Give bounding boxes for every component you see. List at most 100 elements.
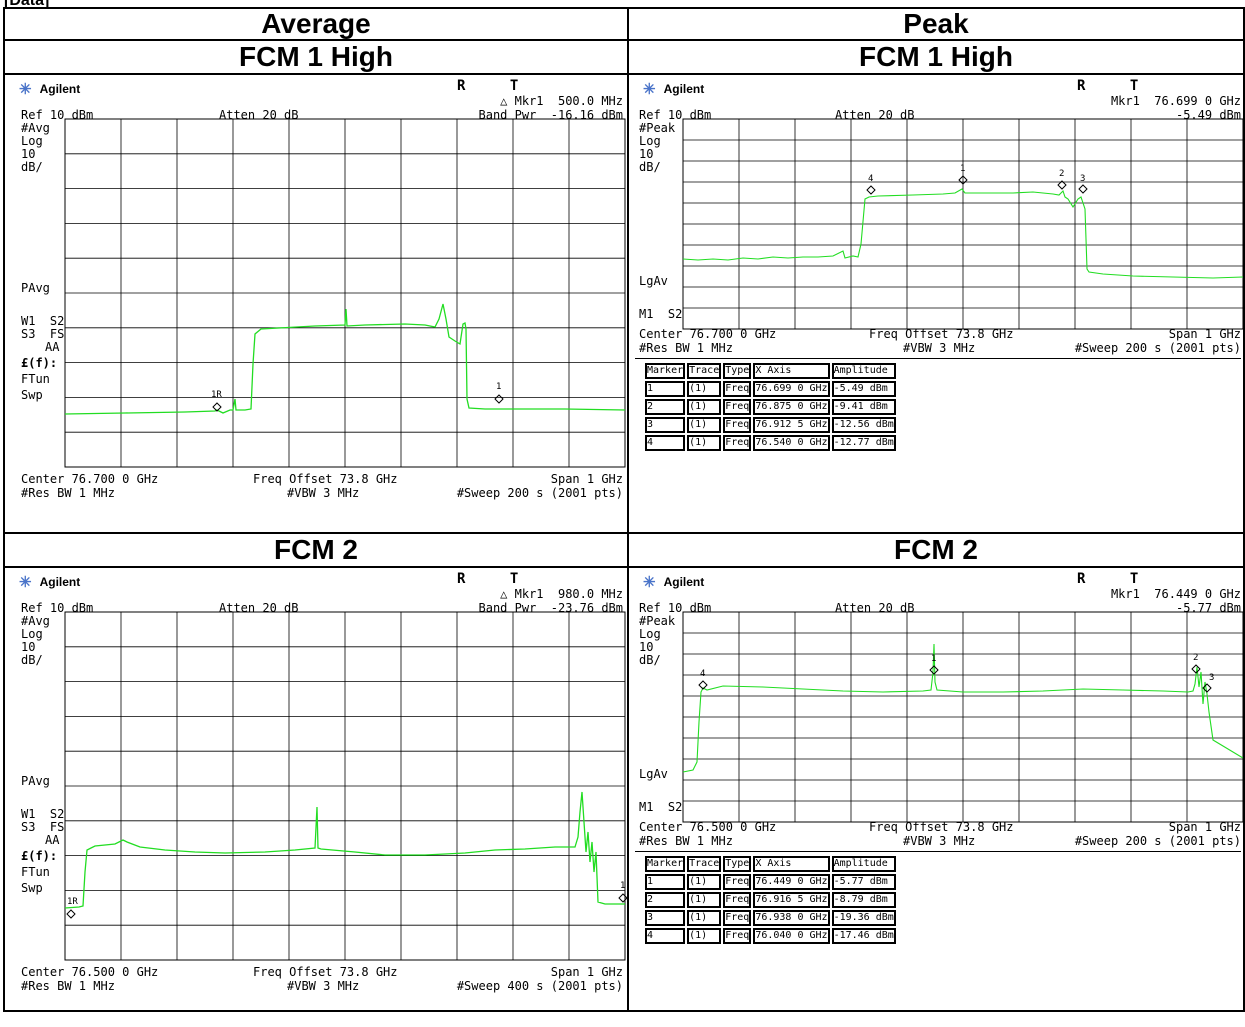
marker-readout: Mkr1 76.449 0 GHz bbox=[1110, 587, 1241, 601]
agilent-star-icon: ✳ bbox=[643, 81, 656, 98]
s3fs-label: S3 FS bbox=[21, 327, 65, 341]
ftun-label: FTun bbox=[21, 372, 50, 386]
agilent-logo: ✳ Agilent bbox=[643, 81, 705, 98]
sweep: #Sweep 400 s (2001 pts) bbox=[456, 979, 623, 993]
detector-mode: #Peak bbox=[639, 614, 676, 628]
marker-amplitude: -5.49 dBm bbox=[1175, 108, 1241, 122]
scale-div: 10 bbox=[639, 147, 654, 161]
marker-2-label: 2 bbox=[1193, 653, 1198, 663]
span: Span 1 GHz bbox=[1168, 327, 1241, 341]
ftun-label: FTun bbox=[21, 865, 50, 879]
scale-log: Log bbox=[639, 134, 661, 148]
res-bw: #Res BW 1 MHz bbox=[21, 486, 115, 500]
agilent-star-icon: ✳ bbox=[643, 574, 656, 591]
swp-label: Swp bbox=[21, 881, 43, 895]
marker-1-label: 1 bbox=[931, 654, 936, 664]
aa-label: AA bbox=[45, 833, 60, 847]
marker-row: 4 (1) Freq 76.540 0 GHz -12.77 dBm bbox=[645, 435, 896, 451]
marker-table: Marker Trace Type X Axis Amplitude 1 (1) Freq 7… bbox=[643, 854, 898, 946]
fcm2-peak-title: FCM 2 bbox=[627, 532, 1245, 568]
fcm1-average-screen: ✳ Agilent R T △ Mkr1 500.0 MHz Ref 10 dBm… bbox=[5, 75, 627, 532]
scale-div: 10 bbox=[21, 147, 36, 161]
detector-mode: #Avg bbox=[21, 121, 50, 135]
attenuation: Atten 20 dB bbox=[219, 108, 299, 122]
marker-1-label: 1 bbox=[496, 382, 501, 392]
results-table: Average Peak FCM 1 High FCM 1 High ✳ Agil… bbox=[3, 7, 1245, 1012]
fcm2-peak-graticule: 1 2 3 4 bbox=[682, 611, 1243, 823]
w1s2-label: W1 S2 bbox=[21, 314, 65, 328]
fcm1-peak-graticule: 1 2 3 4 bbox=[682, 118, 1243, 330]
detector-mode: #Avg bbox=[21, 614, 50, 628]
freq-offset: Freq Offset 73.8 GHz bbox=[253, 472, 398, 486]
center-frequency: Center 76.500 0 GHz bbox=[21, 965, 159, 979]
column-average-header: Average bbox=[3, 7, 629, 41]
agilent-star-icon: ✳ bbox=[19, 81, 32, 98]
scale-log: Log bbox=[21, 627, 43, 641]
marker-row: 3 (1) Freq 76.938 0 GHz -19.36 dBm bbox=[645, 910, 896, 926]
center-frequency: Center 76.700 0 GHz bbox=[21, 472, 159, 486]
center-frequency: Center 76.700 0 GHz bbox=[639, 327, 777, 341]
rt-indicator: R T bbox=[1077, 571, 1157, 587]
marker-2-label: 2 bbox=[1059, 169, 1064, 179]
fcm2-average-graticule: 1R 1 bbox=[64, 611, 627, 961]
header-tag: [Data] bbox=[4, 0, 50, 9]
res-bw: #Res BW 1 MHz bbox=[639, 834, 733, 848]
spectrum-trace bbox=[64, 791, 625, 909]
scale-div: 10 bbox=[639, 640, 654, 654]
marker-4-label: 4 bbox=[700, 669, 705, 679]
lgav-label: LgAv bbox=[639, 767, 668, 781]
span: Span 1 GHz bbox=[550, 472, 623, 486]
fcm1-average-title: FCM 1 High bbox=[3, 39, 629, 75]
pavg-label: PAvg bbox=[21, 281, 50, 295]
scale-log: Log bbox=[639, 627, 661, 641]
freq-offset: Freq Offset 73.8 GHz bbox=[869, 327, 1014, 341]
rt-indicator: R T bbox=[457, 78, 537, 94]
vbw: #VBW 3 MHz bbox=[287, 486, 360, 500]
scale-unit: dB/ bbox=[21, 653, 43, 667]
spectrum-trace bbox=[682, 188, 1243, 279]
rt-indicator: R T bbox=[1077, 78, 1157, 94]
marker-row: 1 (1) Freq 76.449 0 GHz -5.77 dBm bbox=[645, 874, 896, 890]
ref-level: Ref 10 dBm bbox=[21, 108, 94, 122]
marker-readout: △ Mkr1 500.0 MHz bbox=[500, 94, 623, 108]
agilent-logo: ✳ Agilent bbox=[19, 81, 81, 98]
attenuation: Atten 20 dB bbox=[219, 601, 299, 615]
m1s2-label: M1 S2 bbox=[639, 307, 683, 321]
vbw: #VBW 3 MHz bbox=[903, 341, 976, 355]
marker-3-label: 3 bbox=[1209, 673, 1214, 683]
marker-amplitude: -5.77 dBm bbox=[1175, 601, 1241, 615]
w1s2-label: W1 S2 bbox=[21, 807, 65, 821]
fcm2-average-title: FCM 2 bbox=[3, 532, 629, 568]
marker-table: Marker Trace Type X Axis Amplitude 1 (1) Freq 7… bbox=[643, 361, 898, 453]
marker-1r-label: 1R bbox=[67, 897, 78, 907]
lgav-label: LgAv bbox=[639, 274, 668, 288]
fcm1-average-graticule: 1R 1 bbox=[64, 118, 626, 468]
scale-unit: dB/ bbox=[21, 160, 43, 174]
marker-readout: Mkr1 76.699 0 GHz bbox=[1110, 94, 1241, 108]
marker-row: 2 (1) Freq 76.875 0 GHz -9.41 dBm bbox=[645, 399, 896, 415]
agilent-logo: ✳ Agilent bbox=[643, 574, 705, 591]
scale-unit: dB/ bbox=[639, 653, 661, 667]
column-peak-header: Peak bbox=[627, 7, 1245, 41]
sweep: #Sweep 200 s (2001 pts) bbox=[456, 486, 623, 500]
ref-level: Ref 10 dBm bbox=[639, 108, 712, 122]
scale-log: Log bbox=[21, 134, 43, 148]
m1s2-label: M1 S2 bbox=[639, 800, 683, 814]
scale-div: 10 bbox=[21, 640, 36, 654]
detector-mode: #Peak bbox=[639, 121, 676, 135]
rt-indicator: R T bbox=[457, 571, 537, 587]
freq-offset: Freq Offset 73.8 GHz bbox=[253, 965, 398, 979]
agilent-star-icon: ✳ bbox=[19, 574, 32, 591]
freq-offset: Freq Offset 73.8 GHz bbox=[869, 820, 1014, 834]
marker-row: 4 (1) Freq 76.040 0 GHz -17.46 dBm bbox=[645, 928, 896, 944]
spectrum-trace bbox=[64, 303, 626, 415]
center-frequency: Center 76.500 0 GHz bbox=[639, 820, 777, 834]
pavg-label: PAvg bbox=[21, 774, 50, 788]
spectrum-trace bbox=[682, 643, 1243, 773]
span: Span 1 GHz bbox=[1168, 820, 1241, 834]
marker-4-label: 4 bbox=[868, 174, 873, 184]
ref-level: Ref 10 dBm bbox=[639, 601, 712, 615]
marker-row: 2 (1) Freq 76.916 5 GHz -8.79 dBm bbox=[645, 892, 896, 908]
aa-label: AA bbox=[45, 340, 60, 354]
marker-1-label: 1 bbox=[620, 881, 625, 891]
